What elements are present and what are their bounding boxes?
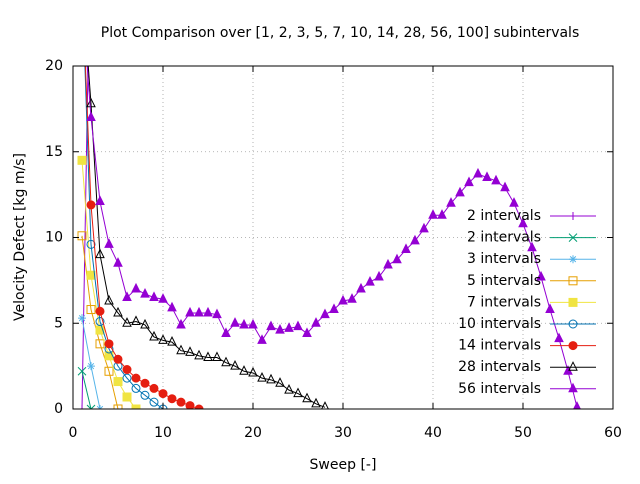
- point: [105, 239, 113, 247]
- x-tick-label: 20: [244, 425, 262, 441]
- point: [123, 366, 131, 374]
- point: [294, 322, 302, 330]
- legend-label: 2 intervals: [467, 208, 541, 224]
- legend-label: 2 intervals: [467, 230, 541, 246]
- point: [114, 378, 122, 386]
- legend-label: 3 intervals: [467, 251, 541, 267]
- point: [177, 398, 185, 406]
- point: [429, 210, 437, 218]
- point: [465, 178, 473, 186]
- point: [177, 346, 185, 354]
- point: [141, 289, 149, 297]
- point: [105, 340, 113, 348]
- point: [569, 298, 577, 306]
- point: [321, 310, 329, 318]
- point: [569, 384, 577, 392]
- y-tick-label: 15: [45, 144, 63, 160]
- point: [366, 277, 374, 285]
- point: [132, 374, 140, 382]
- point: [114, 355, 122, 363]
- y-tick-label: 20: [45, 58, 63, 74]
- point: [402, 245, 410, 253]
- point: [357, 284, 365, 292]
- point: [312, 399, 320, 407]
- point: [249, 320, 257, 328]
- point: [87, 201, 95, 209]
- point: [330, 305, 338, 313]
- point: [285, 385, 293, 393]
- point: [555, 334, 563, 342]
- point: [312, 318, 320, 326]
- point: [510, 198, 518, 206]
- point: [384, 260, 392, 268]
- point: [87, 362, 95, 370]
- x-tick-label: 60: [604, 425, 622, 441]
- point: [186, 308, 194, 316]
- x-axis-label: Sweep [-]: [310, 457, 377, 473]
- legend-label: 10 intervals: [458, 316, 541, 332]
- point: [159, 390, 167, 398]
- point: [132, 284, 140, 292]
- point: [150, 384, 158, 392]
- legend: 2 intervals 2 intervals 3 intervals 5 inter…: [458, 208, 596, 397]
- point: [141, 379, 149, 387]
- point: [240, 366, 248, 374]
- y-axis-label: Velocity Defect [kg m/s]: [12, 153, 28, 321]
- x-tick-label: 30: [334, 425, 352, 441]
- point: [546, 305, 554, 313]
- point: [569, 212, 577, 220]
- legend-label: 7 intervals: [467, 294, 541, 310]
- series-line: [82, 371, 91, 409]
- point: [96, 307, 104, 315]
- legend-label: 28 intervals: [458, 359, 541, 375]
- point: [78, 314, 86, 322]
- legend-label: 14 intervals: [458, 338, 541, 354]
- point: [168, 303, 176, 311]
- y-tick-label: 10: [45, 230, 63, 246]
- x-tick-label: 40: [424, 425, 442, 441]
- point: [222, 358, 230, 366]
- point: [78, 367, 86, 375]
- legend-label: 5 intervals: [467, 273, 541, 289]
- point: [569, 255, 577, 263]
- point: [114, 258, 122, 266]
- chart-title: Plot Comparison over [1, 2, 3, 5, 7, 10,…: [101, 25, 580, 41]
- point: [501, 183, 509, 191]
- point: [87, 112, 95, 120]
- point: [569, 342, 577, 350]
- point: [123, 393, 131, 401]
- point: [195, 308, 203, 316]
- point: [123, 293, 131, 301]
- y-tick-label: 0: [54, 401, 63, 417]
- point: [168, 395, 176, 403]
- point: [258, 373, 266, 381]
- x-tick-label: 0: [69, 425, 78, 441]
- x-tick-label: 50: [514, 425, 532, 441]
- point: [204, 308, 212, 316]
- point: [78, 156, 86, 164]
- y-tick-label: 5: [54, 315, 63, 331]
- point: [231, 318, 239, 326]
- point: [474, 169, 482, 177]
- point: [186, 402, 194, 410]
- x-tick-label: 10: [154, 425, 172, 441]
- legend-label: 56 intervals: [458, 381, 541, 397]
- series-line: [82, 0, 325, 407]
- point: [569, 362, 577, 370]
